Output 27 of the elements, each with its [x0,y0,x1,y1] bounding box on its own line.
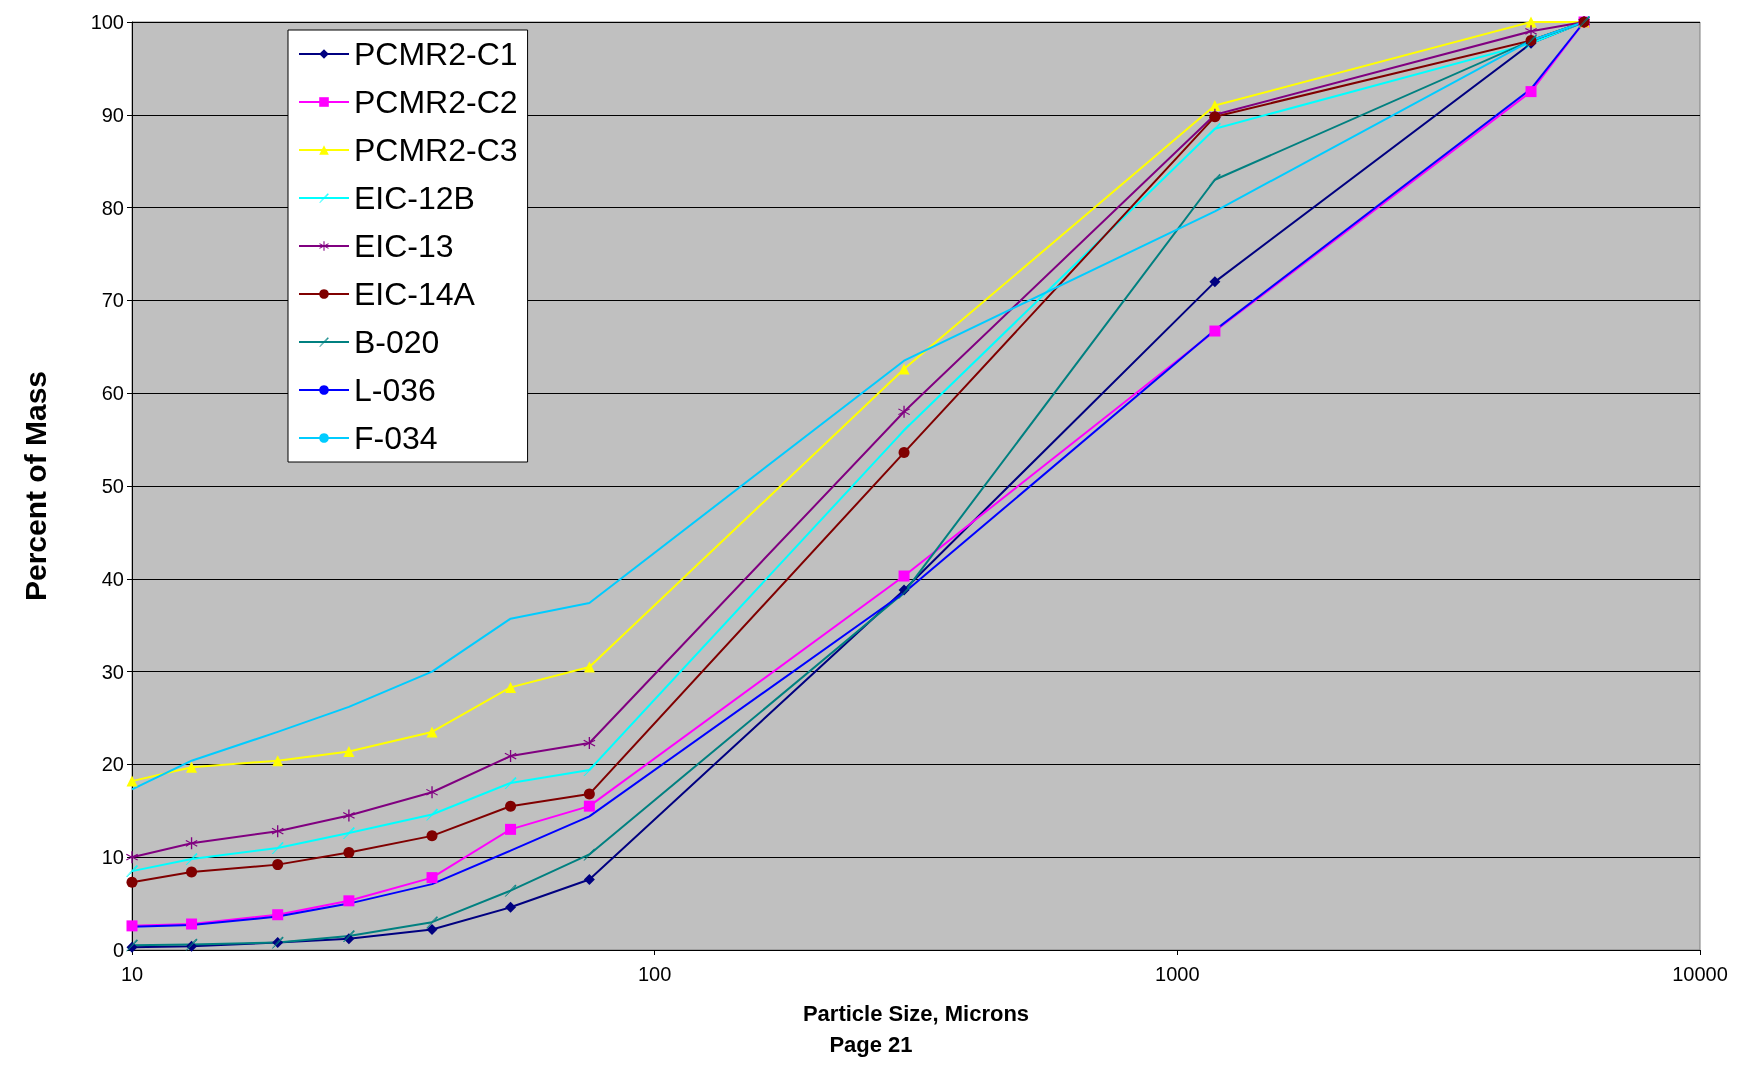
x-tick-label: 10000 [1672,963,1728,985]
y-tick-label: 80 [101,196,124,219]
legend-label: PCMR2-C2 [354,84,518,120]
x-tick-label: 1000 [1155,963,1200,985]
y-tick-label: 90 [101,103,124,126]
legend-label: PCMR2-C3 [354,132,518,168]
x-tick-label: 10 [120,963,144,985]
x-tick-label: 100 [637,963,672,985]
legend-label: PCMR2-C1 [354,36,518,72]
legend-label: L-036 [354,372,436,408]
y-tick-label: 0 [112,939,124,961]
legend-label: EIC-13 [354,228,454,264]
y-tick-label: 30 [101,660,124,683]
y-tick-label: 60 [101,382,124,405]
x-axis-title: Particle Size, Microns [802,1000,1030,1026]
text: Page 21 [829,1031,913,1057]
legend-label: F-034 [354,420,438,456]
legend-label: EIC-14A [354,276,476,312]
legend-label: B-020 [354,324,440,360]
y-tick-label: 10 [101,846,124,869]
y-axis-title: Percent of Mass [18,370,52,602]
legend-label: EIC-12B [354,180,475,216]
y-tick-label: 50 [101,475,124,497]
y-tick-label: 20 [101,753,124,776]
y-tick-label: 100 [90,11,124,33]
y-tick-label: 40 [101,567,124,590]
y-tick-label: 70 [101,289,124,312]
